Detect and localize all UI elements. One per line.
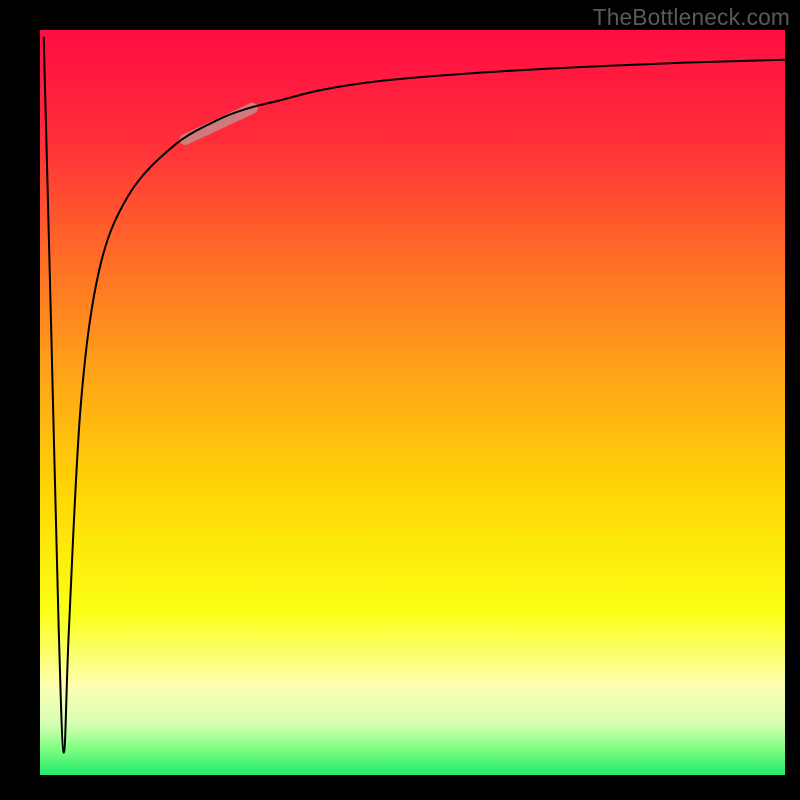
bottleneck-chart (0, 0, 800, 800)
plot-background (40, 30, 785, 775)
chart-frame: TheBottleneck.com (0, 0, 800, 800)
watermark-label: TheBottleneck.com (593, 4, 790, 31)
